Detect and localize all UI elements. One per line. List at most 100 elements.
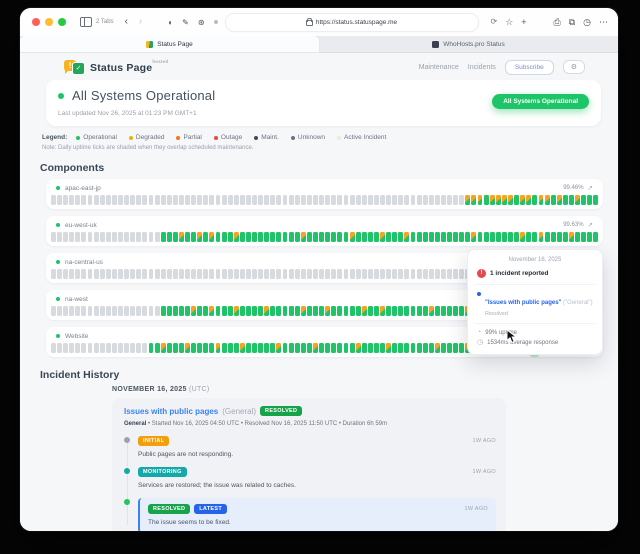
uptime-tick[interactable] bbox=[325, 232, 331, 242]
uptime-tick[interactable] bbox=[172, 232, 178, 242]
uptime-tick[interactable] bbox=[93, 195, 99, 205]
share-icon[interactable]: ⎙ bbox=[553, 16, 561, 27]
uptime-tick[interactable] bbox=[367, 232, 373, 242]
uptime-tick[interactable] bbox=[300, 306, 306, 316]
uptime-tick[interactable] bbox=[264, 343, 270, 353]
uptime-tick[interactable] bbox=[416, 269, 422, 279]
uptime-tick[interactable] bbox=[386, 343, 392, 353]
uptime-tick[interactable] bbox=[398, 195, 404, 205]
uptime-tick[interactable] bbox=[288, 232, 294, 242]
uptime-tick[interactable] bbox=[185, 306, 190, 316]
tab-status-page[interactable]: Status Page bbox=[20, 36, 319, 52]
uptime-tick[interactable] bbox=[154, 269, 160, 279]
uptime-tick[interactable] bbox=[75, 343, 81, 353]
uptime-tick[interactable] bbox=[69, 269, 75, 279]
uptime-tick[interactable] bbox=[142, 306, 148, 316]
minimize-window-button[interactable] bbox=[45, 18, 53, 26]
uptime-tick[interactable] bbox=[178, 232, 184, 242]
uptime-tick[interactable] bbox=[288, 343, 294, 353]
uptime-tick[interactable] bbox=[191, 195, 197, 205]
uptime-tick[interactable] bbox=[57, 306, 62, 316]
uptime-tick[interactable] bbox=[148, 343, 154, 353]
uptime-tick[interactable] bbox=[111, 232, 117, 242]
uptime-tick[interactable] bbox=[562, 232, 568, 242]
uptime-tick[interactable] bbox=[282, 269, 288, 279]
uptime-tick[interactable] bbox=[75, 232, 81, 242]
uptime-tick[interactable] bbox=[587, 195, 593, 205]
uptime-tick[interactable] bbox=[508, 195, 513, 205]
uptime-tick[interactable] bbox=[380, 195, 385, 205]
uptime-tick[interactable] bbox=[380, 269, 385, 279]
uptime-tick[interactable] bbox=[258, 343, 264, 353]
uptime-tick[interactable] bbox=[185, 269, 190, 279]
uptime-tick[interactable] bbox=[349, 195, 355, 205]
uptime-tick[interactable] bbox=[252, 343, 257, 353]
uptime-tick[interactable] bbox=[294, 306, 300, 316]
uptime-tick[interactable] bbox=[282, 232, 288, 242]
uptime-tick[interactable] bbox=[246, 232, 251, 242]
uptime-tick[interactable] bbox=[87, 195, 93, 205]
uptime-tick[interactable] bbox=[252, 269, 257, 279]
uptime-tick[interactable] bbox=[191, 269, 197, 279]
uptime-tick[interactable] bbox=[136, 269, 142, 279]
uptime-tick[interactable] bbox=[69, 195, 75, 205]
uptime-tick[interactable] bbox=[203, 195, 209, 205]
uptime-tick[interactable] bbox=[349, 343, 355, 353]
uptime-tick[interactable] bbox=[300, 195, 306, 205]
uptime-tick[interactable] bbox=[130, 195, 136, 205]
uptime-tick[interactable] bbox=[209, 195, 215, 205]
uptime-tick[interactable] bbox=[63, 306, 69, 316]
uptime-tick[interactable] bbox=[520, 195, 526, 205]
uptime-tick[interactable] bbox=[233, 232, 239, 242]
uptime-tick[interactable] bbox=[105, 306, 111, 316]
uptime-tick[interactable] bbox=[233, 269, 239, 279]
uptime-tick[interactable] bbox=[160, 195, 166, 205]
uptime-tick[interactable] bbox=[166, 269, 172, 279]
uptime-tick[interactable] bbox=[453, 306, 459, 316]
uptime-tick[interactable] bbox=[459, 269, 465, 279]
uptime-tick[interactable] bbox=[477, 232, 483, 242]
uptime-tick[interactable] bbox=[325, 195, 331, 205]
uptime-tick[interactable] bbox=[111, 306, 117, 316]
uptime-tick[interactable] bbox=[221, 343, 227, 353]
uptime-tick[interactable] bbox=[313, 306, 318, 316]
uptime-tick[interactable] bbox=[526, 232, 532, 242]
uptime-tick[interactable] bbox=[562, 195, 568, 205]
uptime-tick[interactable] bbox=[373, 195, 379, 205]
uptime-tick[interactable] bbox=[185, 232, 190, 242]
uptime-tick[interactable] bbox=[434, 306, 440, 316]
uptime-tick[interactable] bbox=[276, 269, 282, 279]
uptime-tick[interactable] bbox=[282, 306, 288, 316]
uptime-tick[interactable] bbox=[111, 195, 117, 205]
nav-link-incidents[interactable]: Incidents bbox=[467, 63, 496, 71]
uptime-tick[interactable] bbox=[118, 343, 123, 353]
uptime-tick[interactable] bbox=[471, 195, 477, 205]
uptime-tick[interactable] bbox=[386, 306, 392, 316]
uptime-tick[interactable] bbox=[191, 343, 197, 353]
uptime-tick[interactable] bbox=[404, 195, 410, 205]
uptime-tick[interactable] bbox=[331, 195, 337, 205]
uptime-tick[interactable] bbox=[300, 269, 306, 279]
zoom-window-button[interactable] bbox=[58, 18, 66, 26]
uptime-tick[interactable] bbox=[593, 195, 599, 205]
uptime-tick[interactable] bbox=[221, 232, 227, 242]
uptime-tick[interactable] bbox=[239, 232, 245, 242]
uptime-tick[interactable] bbox=[178, 343, 184, 353]
uptime-tick[interactable] bbox=[51, 343, 56, 353]
uptime-tick[interactable] bbox=[197, 306, 203, 316]
uptime-tick[interactable] bbox=[575, 232, 580, 242]
uptime-tick[interactable] bbox=[57, 343, 62, 353]
uptime-tick[interactable] bbox=[337, 269, 343, 279]
uptime-tick[interactable] bbox=[154, 306, 160, 316]
uptime-tick[interactable] bbox=[325, 306, 331, 316]
uptime-tick[interactable] bbox=[99, 269, 105, 279]
uptime-tick[interactable] bbox=[209, 269, 215, 279]
uptime-tick[interactable] bbox=[99, 195, 105, 205]
uptime-tick[interactable] bbox=[514, 195, 520, 205]
uptime-tick[interactable] bbox=[380, 232, 385, 242]
uptime-tick[interactable] bbox=[465, 195, 471, 205]
uptime-tick[interactable] bbox=[556, 195, 562, 205]
uptime-tick[interactable] bbox=[99, 343, 105, 353]
uptime-tick[interactable] bbox=[306, 195, 312, 205]
uptime-tick[interactable] bbox=[331, 269, 337, 279]
